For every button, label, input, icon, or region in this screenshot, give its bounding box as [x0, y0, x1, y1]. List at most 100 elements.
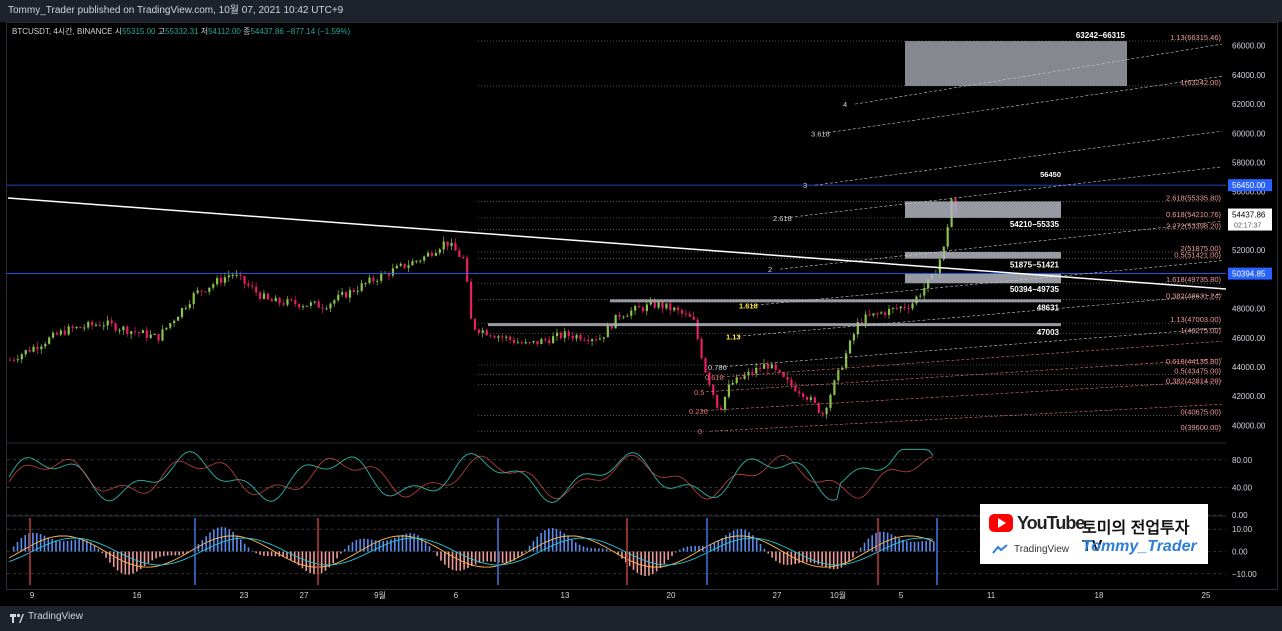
candle-body — [454, 242, 457, 251]
candle-body — [204, 291, 207, 293]
oscillator-tick-label: 80.00 — [1232, 456, 1253, 465]
histogram-bar — [109, 551, 111, 563]
candle-body — [802, 393, 805, 398]
histogram-bar — [82, 539, 84, 552]
time-tick-label: 5 — [899, 591, 904, 600]
histogram-bar — [844, 551, 847, 566]
histogram-bar — [829, 551, 831, 569]
histogram-bar — [644, 551, 646, 576]
histogram-bar — [163, 551, 165, 556]
candle-body — [83, 327, 86, 329]
chart-area[interactable]: 63242−66315 54210−55335 51875−51421 50394−4… — [0, 22, 1282, 606]
candle-body — [887, 308, 891, 316]
candle-body — [634, 306, 637, 311]
candle-body — [227, 275, 230, 278]
candle-body — [251, 285, 254, 287]
histogram-pane[interactable] — [8, 518, 938, 585]
candle-body — [466, 258, 469, 282]
candle-body — [305, 305, 309, 307]
candle-body — [313, 301, 316, 303]
candle-body — [469, 281, 473, 319]
candle-body — [766, 363, 770, 369]
histogram-bar — [328, 551, 331, 568]
histogram-bar — [859, 547, 862, 552]
candle-body — [837, 369, 840, 381]
histogram-bar — [929, 540, 931, 552]
histogram-bar — [840, 551, 843, 568]
oscillator-pane[interactable] — [8, 448, 934, 504]
zone-label: 50394−49735 — [1010, 285, 1060, 294]
candle-body — [899, 306, 902, 309]
candle-body — [344, 292, 348, 298]
price-tag — [1228, 267, 1272, 280]
legend-close: 54437.86 — [250, 27, 284, 36]
fan-label: 2.618 — [773, 214, 792, 223]
candle-body — [40, 346, 43, 350]
histogram-bar — [424, 541, 427, 552]
histogram-bar — [243, 543, 246, 552]
histogram-bar — [224, 527, 227, 552]
histogram-bar — [571, 539, 573, 552]
histogram-signal-line — [8, 537, 934, 566]
candle-body — [102, 325, 105, 327]
price-tick-label: 66000.00 — [1232, 42, 1266, 51]
candle-body — [130, 331, 133, 335]
histogram-bar — [913, 541, 916, 552]
histogram-bar — [12, 546, 15, 552]
histogram-bar — [875, 532, 877, 552]
candle-body — [665, 303, 668, 309]
histogram-bar — [232, 532, 234, 552]
candle-body — [512, 339, 516, 343]
histogram-bar — [286, 551, 288, 559]
histogram-bar — [301, 551, 304, 569]
histogram-bar — [748, 532, 750, 552]
candle-body — [262, 293, 266, 299]
candle-body — [891, 307, 895, 309]
candle-body — [751, 371, 754, 374]
candle-body — [731, 383, 734, 385]
fib-level-label: 0(40675.00) — [1181, 408, 1222, 417]
candle-body — [434, 252, 438, 256]
fan-line — [750, 260, 1223, 306]
candle-body — [376, 280, 379, 282]
histogram-bar — [794, 551, 796, 565]
histogram-bar — [667, 551, 669, 560]
countdown-label: 02:17:37 — [1234, 223, 1261, 230]
candle-body — [532, 341, 535, 343]
tradingview-label: TradingView — [1014, 544, 1070, 555]
tradingview-cloud-icon — [992, 544, 1008, 554]
price-tag — [1228, 208, 1272, 231]
candle-body — [364, 282, 367, 284]
price-tick-label: 64000.00 — [1232, 71, 1266, 80]
candle-body — [895, 307, 899, 309]
candle-body — [864, 314, 867, 324]
histogram-bar — [836, 551, 839, 569]
candle-body — [223, 277, 227, 283]
candle-body — [216, 277, 219, 285]
candle-body — [692, 316, 695, 320]
fib-level-label: 0(39600.00) — [1181, 423, 1222, 432]
histogram-bar — [675, 551, 677, 553]
price-tick-label: 62000.00 — [1232, 100, 1266, 109]
histogram-bar — [66, 540, 69, 552]
histogram-bar — [536, 536, 539, 552]
candle-body — [505, 336, 508, 338]
price-tag — [1228, 179, 1272, 192]
candle-body — [540, 339, 543, 345]
candle-body — [67, 326, 70, 335]
histogram-bar — [178, 551, 180, 556]
histogram-bar — [24, 535, 26, 552]
candle-body — [180, 308, 184, 317]
candle-body — [442, 241, 445, 250]
histogram-bar — [582, 546, 585, 552]
main-price-pane[interactable]: 63242−66315 54210−55335 51875−51421 50394−4… — [7, 31, 1227, 436]
candle-body — [473, 318, 477, 330]
histogram-bar — [709, 544, 712, 552]
candle-body — [184, 307, 187, 309]
candle-body — [450, 242, 453, 247]
histogram-bar — [336, 551, 338, 559]
histogram-bar — [428, 546, 431, 552]
candle-body — [403, 263, 406, 268]
tradingview-logo-icon — [10, 613, 24, 623]
histogram-bar — [886, 532, 889, 552]
